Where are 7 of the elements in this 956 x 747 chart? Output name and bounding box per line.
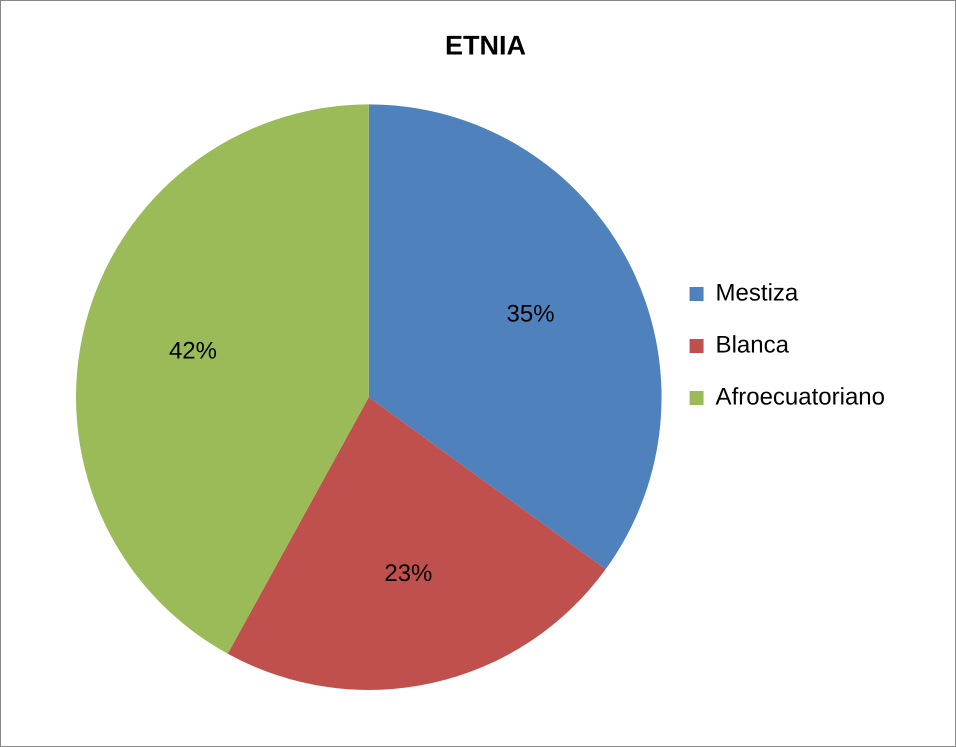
data-label: 42% [168,338,217,365]
legend-label: Mestiza [716,280,799,307]
data-label: 23% [384,560,432,587]
chart-title: ETNIA [445,30,526,61]
legend-label: Blanca [716,332,790,359]
data-label: 35% [506,300,555,328]
legend-label: Afroecuatoriano [716,384,886,411]
